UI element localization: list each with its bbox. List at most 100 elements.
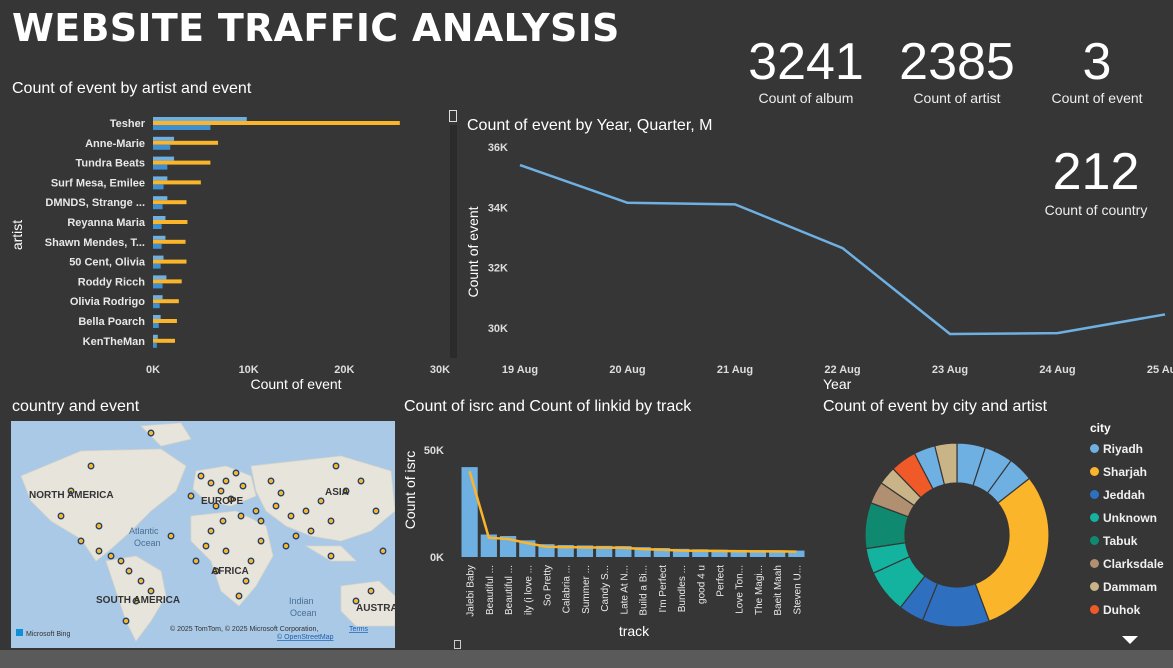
x-tick-label: Perfect (716, 565, 727, 597)
map-point (379, 547, 387, 555)
donut-legend: city Riyadh Sharjah Jeddah Unknown Tabuk Clar… (1090, 421, 1170, 621)
legend-item[interactable]: Dammam (1090, 575, 1170, 598)
y-axis-title: artist (9, 220, 25, 250)
year-line-chart[interactable]: 30K 32K 34K 36K Count of event 19 Aug 20 Aug 21… (460, 130, 1173, 395)
map-point (167, 532, 175, 540)
map-point (197, 472, 205, 480)
world-map[interactable]: NORTH AMERICA EUROPE ASIA Atlantic Ocean AFRI… (11, 421, 395, 648)
map-point (277, 489, 285, 497)
bar-series-1 (153, 117, 247, 121)
artist-bar-chart[interactable]: 0K 10K 20K 30K Count of event artist Tesher Ann… (0, 105, 455, 395)
bar-isrc (480, 534, 497, 557)
x-tick-label: 20 Aug (609, 364, 645, 376)
legend-item[interactable]: Riyadh (1090, 437, 1170, 460)
bar-series-1 (153, 216, 166, 220)
legend-item[interactable]: Jeddah (1090, 483, 1170, 506)
y-tick-label: Tundra Beats (76, 158, 145, 170)
legend-dot-icon (1090, 582, 1099, 591)
y-tick-label: 50K (424, 445, 444, 457)
legend-dot-icon (1090, 444, 1099, 453)
legend-dot-icon (1090, 490, 1099, 499)
bar-series-1 (153, 334, 158, 339)
track-combo-chart[interactable]: 0K 50K Count of isrc Jalebi Baby Beautiful .… (398, 420, 813, 650)
map-point (122, 617, 130, 625)
bar-isrc (672, 548, 690, 557)
bar-series-3 (153, 144, 171, 150)
legend-dot-icon (1090, 605, 1099, 614)
legend-item[interactable]: Duhok (1090, 598, 1170, 621)
bar-series-3 (153, 184, 164, 190)
bar-series-2 (153, 121, 400, 125)
legend-item[interactable]: Clarksdale (1090, 552, 1170, 575)
map-point (307, 527, 315, 535)
kpi-event-value: 3 (1082, 33, 1112, 91)
bar-series-1 (153, 196, 168, 201)
legend-label: Jeddah (1103, 487, 1146, 502)
x-tick-label: 22 Aug (824, 364, 860, 376)
legend-label: Clarksdale (1103, 556, 1164, 571)
bar-isrc (461, 467, 478, 557)
map-label: Ocean (134, 538, 161, 548)
bar-series-2 (153, 299, 179, 304)
legend-item[interactable]: Tabuk (1090, 529, 1170, 552)
focus-mode-icon[interactable] (449, 110, 457, 122)
y-tick-label: Olivia Rodrigo (70, 296, 145, 308)
bar-isrc (615, 546, 632, 557)
map-label: Atlantic (129, 526, 159, 536)
kpi-country[interactable]: 212 Count of country (1036, 146, 1156, 218)
map-point (239, 482, 247, 490)
chart-scroll-handle[interactable] (450, 125, 457, 358)
map-point (357, 477, 365, 485)
map-label: AFRICA (211, 566, 249, 577)
legend-item[interactable]: Sharjah (1090, 460, 1170, 483)
line-chart-title: Count of event by Year, Quarter, M (467, 117, 713, 134)
legend-dot-icon (1090, 536, 1099, 545)
map-point (212, 567, 220, 575)
legend-label: Unknown (1103, 510, 1157, 525)
map-bing-label: Microsoft Bing (26, 631, 70, 638)
y-tick-label: Tesher (110, 118, 146, 130)
bar-isrc (653, 548, 670, 557)
bar-isrc (557, 545, 574, 557)
map-label: ASIA (325, 487, 349, 498)
track-chart-title: Count of isrc and Count of linkid by tra… (404, 398, 692, 415)
legend-scroll-down-icon[interactable] (1122, 636, 1138, 644)
bar-series-3 (153, 125, 211, 130)
city-donut-chart[interactable] (855, 435, 1060, 635)
donut-title: Count of event by city and artist (823, 398, 1048, 415)
map-label: Indian (289, 596, 314, 606)
map-point (57, 512, 65, 520)
y-tick-label: 32K (488, 263, 508, 275)
bar-series-1 (153, 136, 175, 141)
donut-slice (974, 477, 1050, 622)
map-label: NORTH AMERICA (29, 490, 114, 501)
kpi-country-value: 212 (1052, 143, 1140, 201)
bottom-scrollbar[interactable] (0, 650, 1173, 668)
y-tick-label: 50 Cent, Olivia (69, 257, 146, 269)
x-tick-label: Beautiful ... (485, 565, 496, 615)
kpi-album[interactable]: 3241 Count of album (740, 36, 872, 106)
y-tick-label: 0K (430, 552, 444, 564)
x-tick-label: Build a Bi... (639, 565, 650, 616)
map-point (222, 477, 230, 485)
legend-dot-icon (1090, 467, 1099, 476)
map-label: SOUTH AMERICA (96, 595, 180, 606)
map-point (242, 577, 250, 585)
bar-series-2 (153, 319, 177, 323)
resize-handle-icon[interactable] (454, 640, 461, 649)
legend-item[interactable]: Unknown (1090, 506, 1170, 529)
map-point (332, 462, 340, 470)
map-point (219, 517, 227, 525)
map-point (87, 462, 95, 470)
kpi-artist[interactable]: 2385 Count of artist (890, 36, 1024, 106)
map-point (257, 537, 265, 545)
x-tick-label: 23 Aug (932, 364, 968, 376)
map-point (237, 512, 245, 520)
kpi-event[interactable]: 3 Count of event (1040, 36, 1154, 106)
y-tick-label: 30K (488, 323, 508, 335)
map-point (247, 557, 255, 565)
map-point (232, 469, 240, 477)
y-tick-label: Bella Poarch (78, 316, 145, 328)
x-tick-label: The Magi... (754, 565, 765, 615)
